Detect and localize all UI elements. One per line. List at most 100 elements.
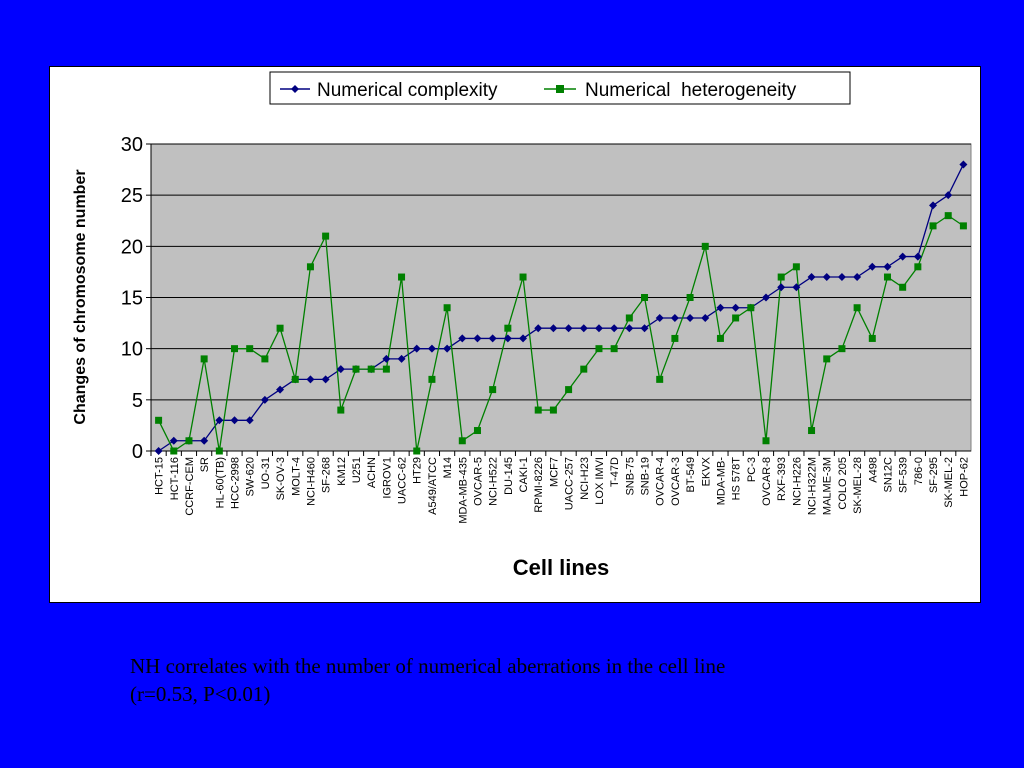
- data-point-heterogeneity: [291, 375, 299, 383]
- data-point-complexity: [519, 334, 528, 343]
- line-chart: 0 5 10 15 20 25 30 HCT-15 HCT-116 CCRF-CEM SR HL-60…: [72, 71, 972, 580]
- x-tick-label: SK-MEL-28: [852, 457, 864, 514]
- data-point-complexity: [276, 385, 285, 394]
- y-tick-label: 25: [121, 185, 143, 207]
- data-point-complexity: [670, 313, 679, 322]
- data-point-complexity: [701, 313, 710, 322]
- data-point-heterogeneity: [671, 334, 679, 342]
- x-tick-label: ACHN: [366, 457, 378, 488]
- data-point-heterogeneity: [170, 447, 178, 455]
- x-tick-label: A549/ATCC: [427, 457, 439, 515]
- x-tick-label: MCF7: [548, 457, 560, 487]
- x-tick-label: M14: [442, 457, 454, 478]
- data-point-heterogeneity: [686, 294, 694, 301]
- x-tick-label: OVCAR-8: [761, 457, 773, 506]
- y-tick-label: 10: [121, 339, 143, 361]
- legend-label-heterogeneity: Numerical heterogeneity: [585, 80, 797, 101]
- data-point-complexity: [488, 334, 497, 343]
- data-point-heterogeneity: [322, 232, 330, 240]
- data-point-heterogeneity: [701, 242, 709, 250]
- data-point-complexity: [762, 293, 770, 302]
- data-point-heterogeneity: [231, 345, 239, 353]
- data-point-complexity: [807, 273, 816, 282]
- caption-line-2: (r=0.53, P<0.01): [130, 682, 271, 706]
- y-tick-label: 5: [132, 390, 143, 412]
- data-point-heterogeneity: [595, 345, 603, 353]
- x-tick-label: UO-31: [260, 457, 272, 489]
- legend-marker-heterogeneity: [556, 85, 564, 93]
- data-point-complexity: [549, 324, 558, 333]
- x-tick-label: SF-539: [898, 457, 910, 493]
- data-point-complexity: [397, 354, 406, 363]
- data-point-complexity: [792, 283, 801, 292]
- x-tick-label: MALME-3M: [822, 457, 834, 515]
- x-tick-label: IGROV1: [381, 457, 393, 499]
- data-point-heterogeneity: [261, 355, 269, 363]
- x-tick-label: SR: [199, 457, 211, 472]
- data-point-complexity: [443, 344, 452, 353]
- x-tick-label: UACC-257: [564, 457, 576, 510]
- data-point-complexity: [245, 416, 254, 425]
- chart-panel: 0 5 10 15 20 25 30 HCT-15 HCT-116 CCRF-CEM SR HL-60…: [49, 66, 981, 603]
- data-point-heterogeneity: [959, 222, 967, 230]
- x-tick-label: NCI-H226: [791, 457, 803, 506]
- x-tick-label: LOX IMVI: [594, 457, 606, 505]
- data-point-heterogeneity: [458, 437, 466, 445]
- data-point-complexity: [564, 324, 573, 333]
- data-point-complexity: [473, 334, 482, 343]
- data-point-heterogeneity: [246, 345, 254, 353]
- x-tick-label: RPMI-8226: [533, 457, 545, 513]
- data-point-complexity: [230, 416, 239, 425]
- x-tick-label: EKVX: [700, 456, 712, 486]
- data-point-heterogeneity: [200, 355, 208, 363]
- data-point-complexity: [321, 375, 330, 384]
- data-point-heterogeneity: [306, 263, 314, 271]
- x-tick-label: CAKI-1: [518, 457, 530, 492]
- x-tick-label: 786-0: [913, 457, 925, 485]
- data-point-complexity: [959, 160, 968, 169]
- data-point-heterogeneity: [883, 273, 891, 281]
- data-point-heterogeneity: [428, 375, 436, 383]
- data-point-heterogeneity: [398, 273, 406, 281]
- x-tick-label: SK-OV-3: [275, 457, 287, 500]
- x-tick-label: HOP-62: [958, 457, 970, 497]
- x-tick-label: COLO 205: [837, 457, 849, 510]
- data-point-complexity: [716, 303, 725, 312]
- x-tick-label: SF-268: [321, 457, 333, 493]
- data-point-heterogeneity: [276, 324, 284, 332]
- x-tick-label: NCI-H322M: [807, 457, 819, 515]
- data-point-complexity: [534, 324, 543, 333]
- x-tick-label: PC-3: [746, 457, 758, 482]
- data-point-complexity: [154, 447, 163, 455]
- data-point-heterogeneity: [534, 406, 542, 414]
- data-point-complexity: [625, 324, 634, 333]
- data-point-heterogeneity: [610, 345, 618, 353]
- data-point-complexity: [169, 436, 178, 445]
- data-point-complexity: [913, 252, 922, 261]
- data-point-complexity: [215, 416, 224, 425]
- data-point-heterogeneity: [413, 447, 421, 455]
- data-point-heterogeneity: [808, 427, 816, 435]
- data-point-complexity: [579, 324, 588, 333]
- x-tick-label: HL-60(TB): [214, 457, 226, 508]
- legend-label-complexity: Numerical complexity: [317, 80, 498, 101]
- data-point-heterogeneity: [732, 314, 740, 322]
- data-point-heterogeneity: [519, 273, 527, 281]
- x-tick-label: SNB-75: [624, 457, 636, 496]
- data-point-heterogeneity: [716, 334, 724, 342]
- x-tick-label: CCRF-CEM: [184, 457, 196, 516]
- data-point-complexity: [382, 354, 391, 363]
- data-point-heterogeneity: [641, 294, 649, 301]
- data-point-complexity: [686, 313, 695, 322]
- y-tick-label: 30: [121, 134, 143, 156]
- data-point-heterogeneity: [565, 386, 573, 394]
- x-tick-label: HCC-2998: [230, 457, 242, 509]
- data-point-heterogeneity: [944, 212, 952, 220]
- data-point-heterogeneity: [853, 304, 861, 312]
- data-point-complexity: [640, 324, 649, 333]
- x-tick-label: NCI-H23: [579, 457, 591, 500]
- data-point-heterogeneity: [656, 375, 664, 383]
- data-point-heterogeneity: [777, 273, 785, 281]
- x-tick-label: OVCAR-3: [670, 457, 682, 506]
- data-point-heterogeneity: [367, 365, 375, 373]
